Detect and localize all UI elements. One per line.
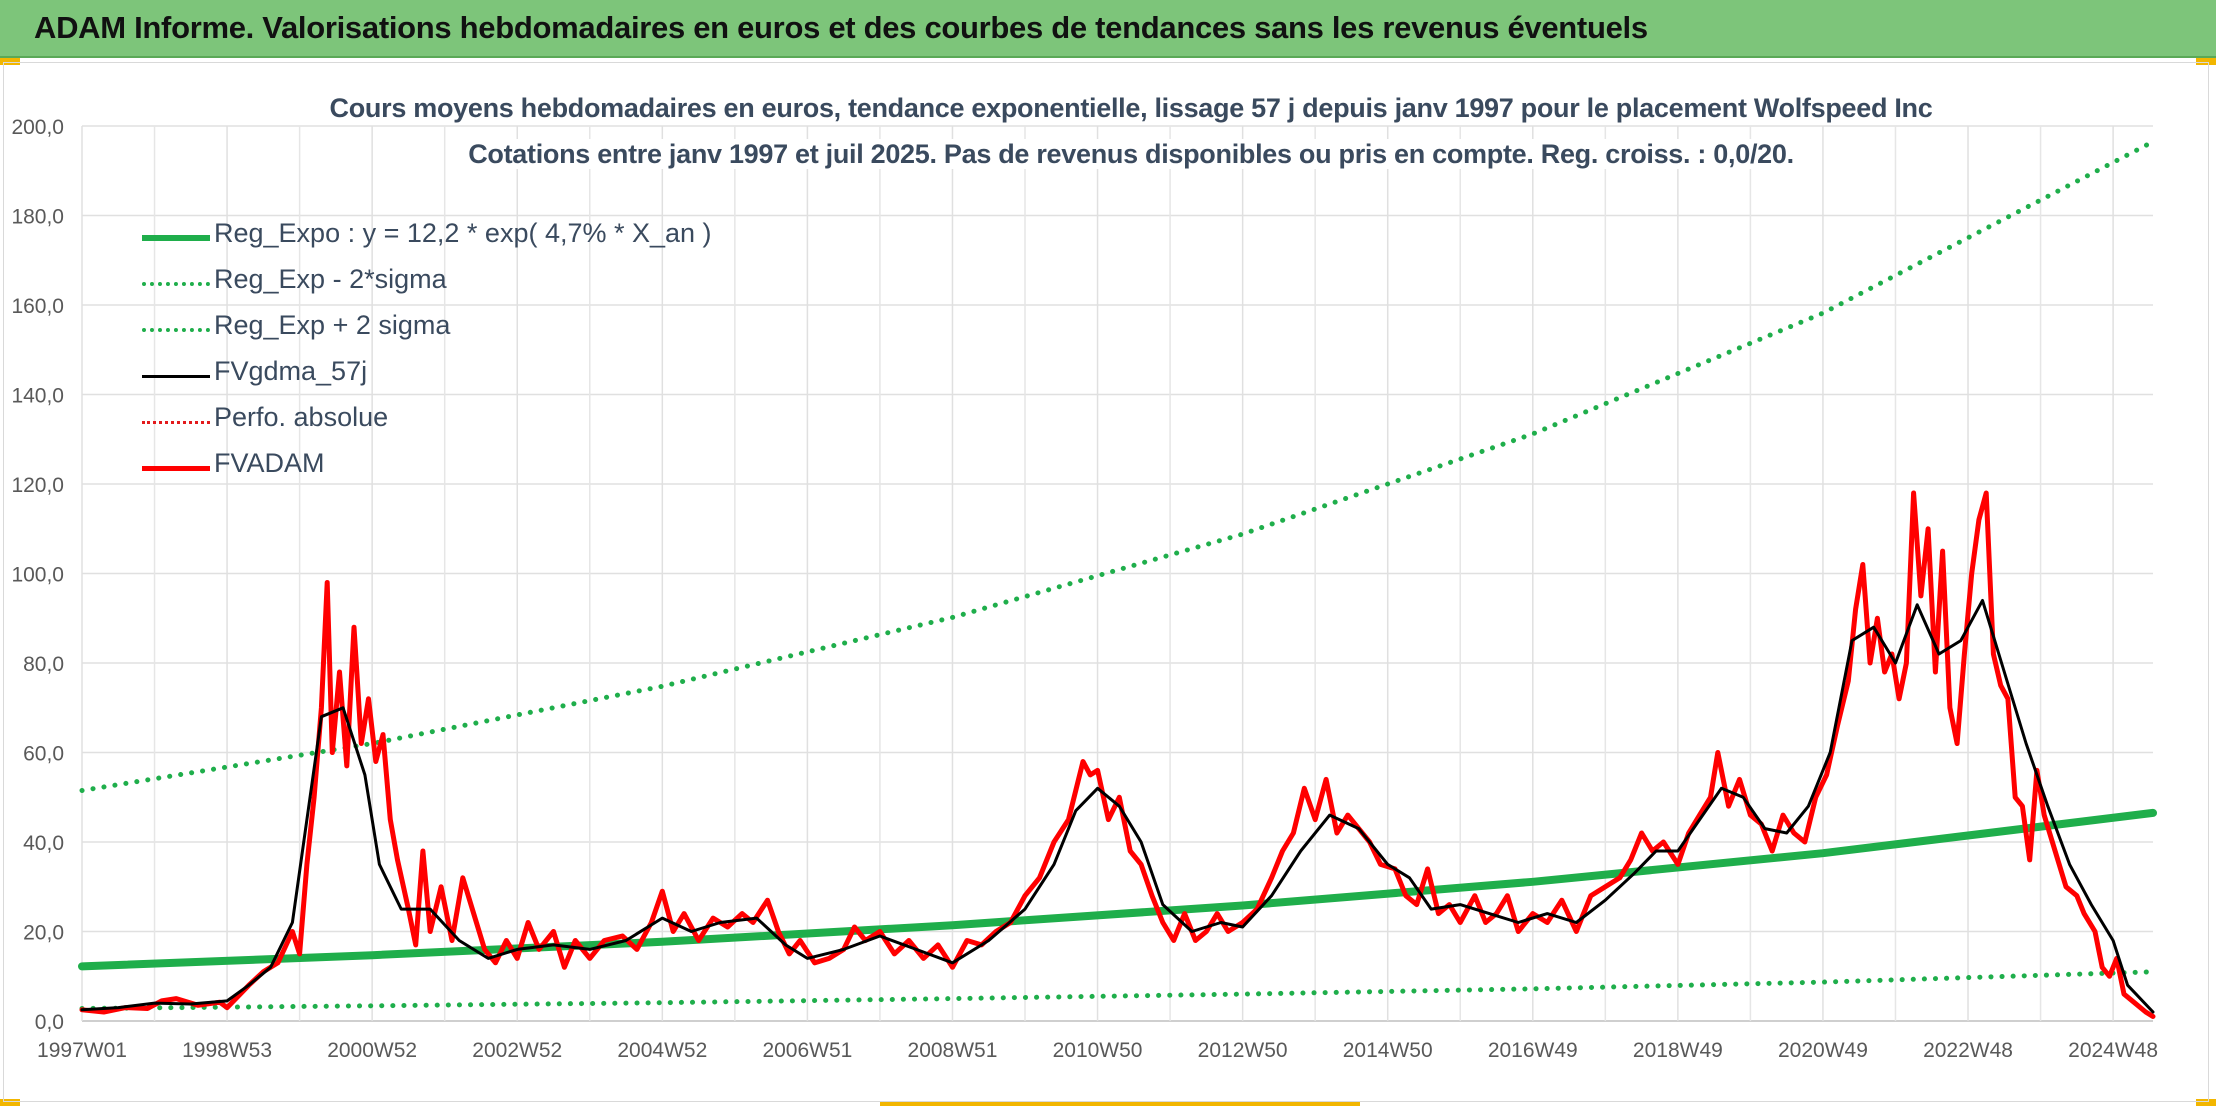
y-tick-label: 40,0 [23,832,64,855]
bottom-accent-bar [880,1102,1360,1106]
legend-swatch [142,465,210,471]
legend-swatch [142,328,210,332]
y-tick-label: 20,0 [23,922,64,945]
y-tick-label: 60,0 [23,743,64,766]
report-banner: ADAM Informe. Valorisations hebdomadaire… [0,0,2216,58]
y-tick-label: 80,0 [23,653,64,676]
report-title: ADAM Informe. Valorisations hebdomadaire… [34,10,1648,45]
x-tick-label: 2012W50 [1198,1039,1288,1062]
series-line-5 [79,490,2156,1019]
x-tick-label: 2024W48 [2068,1039,2158,1062]
legend-label: FVgdma_57j [214,356,368,386]
y-tick-label: 180,0 [11,206,64,229]
chart-series [78,139,2157,1019]
y-tick-label: 120,0 [11,474,64,497]
x-tick-label: 2010W50 [1053,1039,1143,1062]
y-tick-label: 100,0 [11,564,64,587]
chart-frame [3,62,2209,1102]
legend-label: Perfo. absolue [214,402,389,432]
series-line-1 [79,969,2156,1011]
y-tick-label: 140,0 [11,385,64,408]
x-tick-label: 2002W52 [472,1039,562,1062]
series-line-2 [79,139,2156,793]
legend-swatch [142,235,210,241]
series-line-3 [80,598,2155,1014]
series-line-0 [78,808,2157,971]
x-tick-label: 2018W49 [1633,1039,1723,1062]
x-tick-label: 2016W49 [1488,1039,1578,1062]
chart-grid [81,125,2153,1022]
chart-title: Cours moyens hebdomadaires en euros, ten… [23,93,2216,124]
legend-swatch [142,420,210,424]
legend-label: Reg_Exp + 2 sigma [214,310,451,340]
corner-marker-top-left [0,58,20,65]
x-tick-label: 1997W01 [37,1039,127,1062]
x-tick-label: 2004W52 [617,1039,707,1062]
legend-label: FVADAM [214,448,325,478]
x-tick-label: 2000W52 [327,1039,417,1062]
legend-swatch [142,282,210,286]
corner-marker-bottom-right [2196,1099,2216,1106]
x-tick-label: 2022W48 [1923,1039,2013,1062]
chart-axes: 0,0 20,0 40,0 60,0 80,0 100,0 120,0 140,0 160,0 1… [11,116,2158,1062]
x-tick-label: 2020W49 [1778,1039,1868,1062]
x-tick-label: 2008W51 [908,1039,998,1062]
y-tick-label: 0,0 [35,1011,64,1034]
corner-marker-top-right [2196,58,2216,65]
y-tick-label: 160,0 [11,295,64,318]
legend-swatch [142,374,210,378]
x-tick-label: 2014W50 [1343,1039,1433,1062]
corner-marker-bottom-left [0,1099,20,1106]
x-tick-label: 2006W51 [762,1039,852,1062]
x-tick-label: 1998W53 [182,1039,272,1062]
y-tick-label: 200,0 [11,116,64,139]
legend-label: Reg_Exp - 2*sigma [214,264,447,294]
chart-subtitle: Cotations entre janv 1997 et juil 2025. … [23,139,2216,170]
legend-label: Reg_Expo : y = 12,2 * exp( 4,7% * X_an ) [214,218,712,248]
